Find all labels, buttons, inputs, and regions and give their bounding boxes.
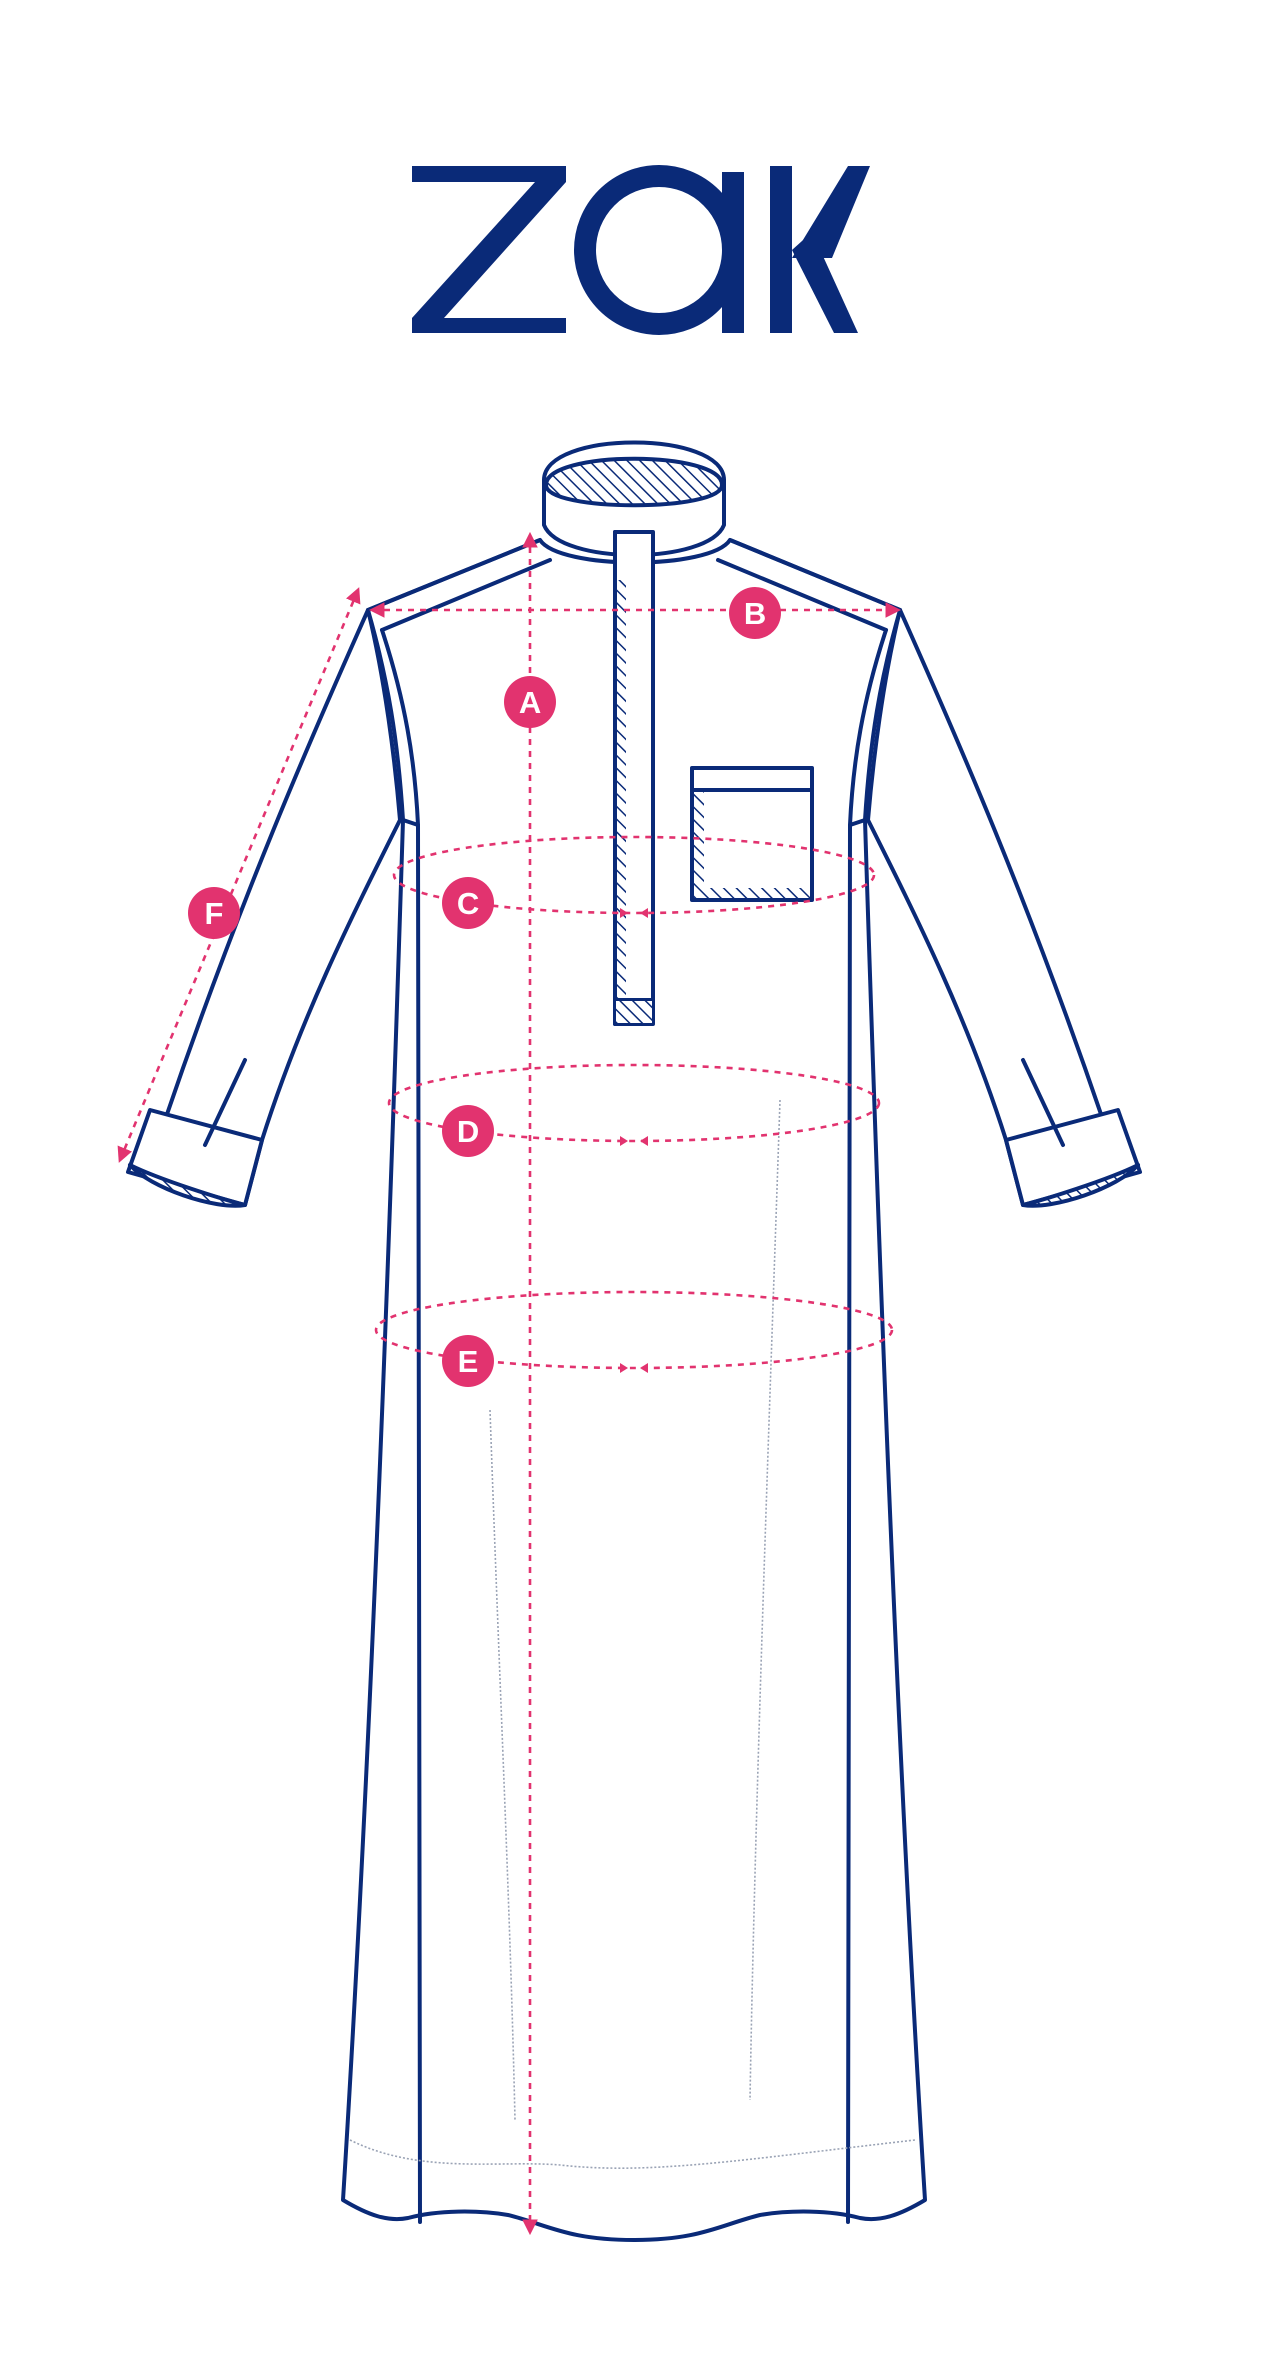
badge-e: E (442, 1335, 494, 1387)
right-sleeve (866, 608, 1140, 1207)
measure-ring-d (387, 1063, 881, 1143)
badge-a-label: A (519, 685, 541, 720)
ring-arrows (620, 908, 648, 1373)
measurement-lines (117, 531, 902, 2236)
zak-logo (412, 165, 870, 335)
badge-e-label: E (458, 1344, 479, 1379)
badge-d-label: D (457, 1114, 479, 1149)
measurement-badges: A B C D E F (188, 587, 781, 1387)
thobe-body (341, 538, 927, 2242)
fabric-folds (349, 1099, 916, 2169)
chest-pocket (690, 766, 814, 902)
badge-c: C (442, 877, 494, 929)
measure-ring-e (374, 1290, 894, 1370)
measure-ring-c (392, 835, 876, 915)
badge-a: A (504, 676, 556, 728)
collar-inner (544, 456, 724, 508)
badge-d: D (442, 1105, 494, 1157)
badge-c-label: C (457, 886, 479, 921)
badge-b: B (729, 587, 781, 639)
badge-f-label: F (205, 896, 224, 931)
thobe-outline (126, 440, 1142, 2242)
badge-b-label: B (744, 596, 766, 631)
badge-f: F (188, 887, 240, 939)
